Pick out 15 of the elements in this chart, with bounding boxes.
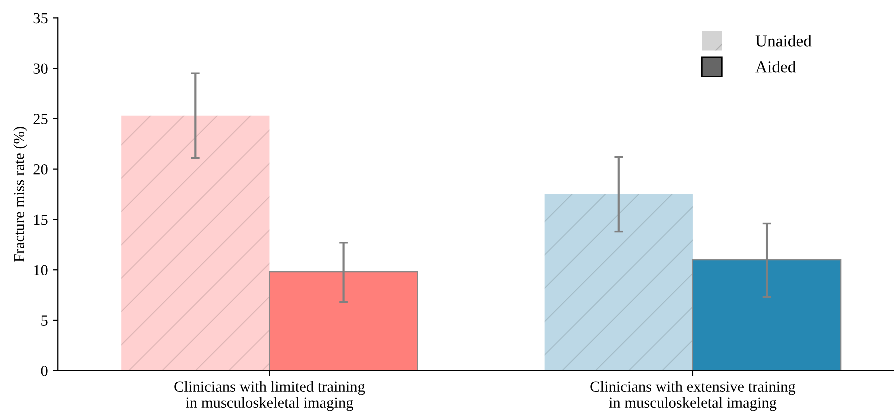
- y-tick-label: 20: [34, 164, 48, 175]
- x-tick-label: Clinicians with limited training in musculoskeletal imaging: [174, 381, 366, 412]
- y-tick-label: 5: [42, 316, 48, 326]
- bar: [544, 194, 693, 371]
- y-tick-label: 30: [34, 64, 48, 74]
- x-tick-label: Clinicians with extensive training in musculoskeletal imaging: [590, 381, 796, 412]
- y-tick-label: 25: [34, 114, 48, 124]
- y-tick-label: 0: [41, 366, 48, 376]
- bar: [122, 116, 270, 371]
- text: Unaided: [756, 35, 812, 47]
- y-axis-title: Fracture miss rate (%): [14, 127, 28, 262]
- y-tick-label: 35: [34, 13, 48, 24]
- y-tick-label: 10: [34, 265, 48, 276]
- y-tick-label: 15: [34, 214, 48, 226]
- text: Aided: [756, 61, 796, 73]
